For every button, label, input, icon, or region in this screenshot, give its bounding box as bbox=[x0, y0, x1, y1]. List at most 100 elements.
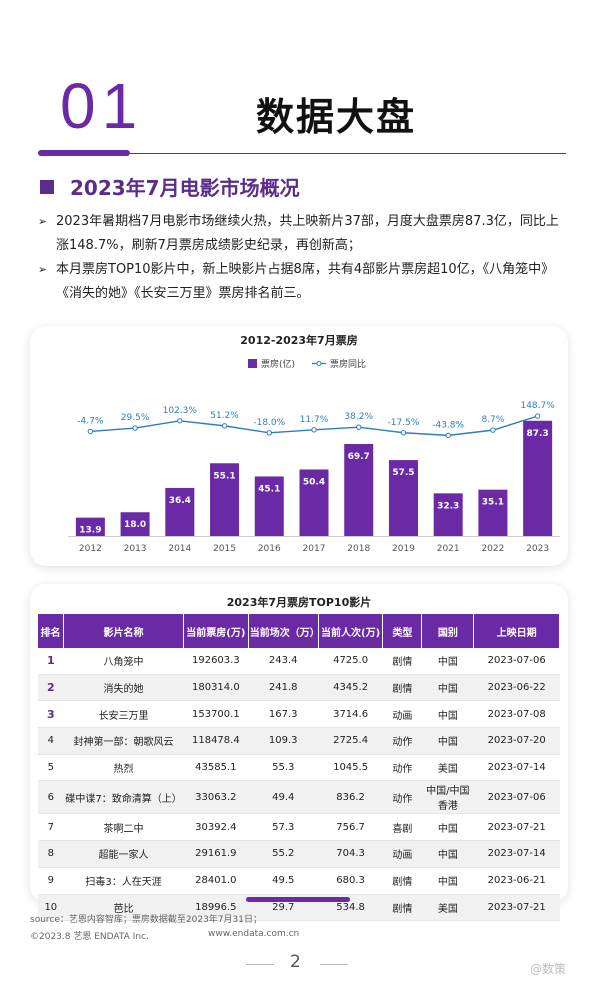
rank-cell: 10 bbox=[38, 894, 64, 922]
box-office-chart: 票房(亿) 票房同比 13.9 18.0 36.4 55.1 45.1 50.4 69.7 5… bbox=[68, 358, 560, 554]
country-cell: 中国/中国香港 bbox=[421, 780, 474, 815]
gross-cell: 192603.3 bbox=[183, 648, 249, 675]
yoy-point bbox=[87, 428, 94, 435]
section-title: 数据大盘 bbox=[256, 95, 417, 139]
bar-value-label: 13.9 bbox=[79, 526, 101, 536]
yoy-value-label: 8.7% bbox=[481, 415, 504, 425]
screenings-cell: 167.3 bbox=[248, 700, 319, 729]
release-date-cell: 2023-07-14 bbox=[473, 840, 560, 868]
chart-title: 2012-2023年7月票房 bbox=[240, 334, 358, 347]
bar-value-label: 18.0 bbox=[124, 520, 146, 530]
yoy-point bbox=[356, 424, 362, 430]
rank-cell: 6 bbox=[38, 780, 64, 815]
screenings-cell: 49.4 bbox=[248, 780, 319, 815]
screenings-cell: 243.4 bbox=[248, 648, 319, 675]
x-tick-label: 2018 bbox=[347, 544, 370, 554]
release-date-cell: 2023-07-21 bbox=[473, 894, 560, 922]
yoy-point bbox=[534, 413, 541, 419]
genre-cell: 喜剧 bbox=[382, 813, 422, 842]
bar bbox=[478, 489, 508, 536]
chart-legend: 票房(亿) 票房同比 bbox=[248, 358, 366, 370]
country-cell: 中国 bbox=[421, 867, 474, 895]
yoy-point bbox=[177, 418, 183, 424]
square-bullet-icon bbox=[40, 180, 54, 194]
bar-value-label: 35.1 bbox=[482, 498, 504, 508]
country-cell: 中国 bbox=[421, 813, 474, 842]
bar bbox=[433, 493, 463, 536]
col-header-country: 国别 bbox=[421, 614, 475, 648]
genre-cell: 剧情 bbox=[382, 867, 422, 895]
x-tick-label: 2017 bbox=[303, 544, 326, 554]
screenings-cell: 55.2 bbox=[248, 840, 319, 868]
table-row: 1 八角笼中 192603.3 243.4 4725.0 剧情 中国 2023-07-06 bbox=[38, 648, 560, 675]
bullet-line: 本月票房TOP10影片中，新上映影片占据8席，共有4部影片票房超10亿，《八角笼… bbox=[56, 262, 555, 277]
table-row: 10 芭比 18996.5 29.7 534.8 剧情 美国 2023-07-21 bbox=[38, 894, 560, 922]
scroll-indicator[interactable] bbox=[246, 897, 350, 902]
bar bbox=[254, 476, 284, 536]
admissions-cell: 3714.6 bbox=[318, 700, 383, 729]
release-date-cell: 2023-06-22 bbox=[473, 674, 560, 702]
genre-cell: 动画 bbox=[382, 840, 422, 868]
table-header-row: 排名 影片名称 当前票房(万) 当前场次（万） 当前人次(万) 类型 国别 上映… bbox=[38, 614, 560, 648]
bar bbox=[344, 443, 374, 536]
watermark: @数策 bbox=[530, 962, 567, 976]
title-cell: 碟中谍7：致命清算（上） bbox=[63, 780, 184, 815]
country-cell: 美国 bbox=[421, 894, 474, 922]
table-row: 3 长安三万里 153700.1 167.3 3714.6 动画 中国 2023-07-08 bbox=[38, 700, 560, 729]
rank-cell: 5 bbox=[38, 754, 64, 782]
release-date-cell: 2023-07-20 bbox=[473, 727, 560, 755]
bar-value-label: 55.1 bbox=[213, 471, 235, 481]
screenings-cell: 109.3 bbox=[248, 727, 319, 755]
admissions-cell: 2725.4 bbox=[318, 727, 383, 755]
gross-cell: 30392.4 bbox=[183, 813, 249, 842]
bar bbox=[165, 487, 195, 536]
gross-cell: 33063.2 bbox=[183, 780, 249, 815]
box-office-chart-card: 2012-2023年7月票房 票房(亿) 票房同比 13.9 18.0 36.4 55… bbox=[30, 326, 568, 566]
yoy-point bbox=[400, 430, 407, 436]
col-header-genre: 类型 bbox=[382, 614, 423, 648]
col-header-admissions: 当前人次(万) bbox=[318, 614, 384, 648]
release-date-cell: 2023-07-14 bbox=[473, 754, 560, 782]
top10-table-card: 2023年7月票房TOP10影片 排名 影片名称 当前票房(万) 当前场次（万）… bbox=[30, 584, 568, 922]
title-cell: 芭比 bbox=[63, 894, 184, 922]
country-cell: 中国 bbox=[421, 674, 474, 702]
x-tick-label: 2012 bbox=[79, 544, 102, 554]
table-row: 5 热烈 43585.1 55.3 1045.5 动作 美国 2023-07-14 bbox=[38, 754, 560, 782]
bar bbox=[299, 469, 329, 536]
legend-bar-swatch bbox=[248, 359, 257, 368]
gross-cell: 28401.0 bbox=[183, 867, 249, 895]
yoy-point bbox=[311, 427, 317, 433]
table-title: 2023年7月票房TOP10影片 bbox=[226, 596, 372, 609]
bullet-line: 《消失的她》《长安三万里》票房排名前三。 bbox=[56, 286, 310, 301]
page-number-rule-left bbox=[246, 964, 274, 965]
page-number-rule-right bbox=[320, 964, 348, 965]
yoy-value-label: 11.7% bbox=[300, 415, 329, 425]
top10-table: 排名 影片名称 当前票房(万) 当前场次（万） 当前人次(万) 类型 国别 上映… bbox=[38, 614, 560, 922]
yoy-value-label: -4.7% bbox=[77, 416, 104, 426]
rank-cell: 3 bbox=[38, 700, 64, 729]
rank-cell: 8 bbox=[38, 840, 64, 868]
admissions-cell: 534.8 bbox=[318, 894, 383, 922]
gross-cell: 153700.1 bbox=[183, 700, 249, 729]
release-date-cell: 2023-07-08 bbox=[473, 700, 560, 729]
genre-cell: 动作 bbox=[382, 727, 422, 755]
yoy-value-label: -17.5% bbox=[388, 418, 420, 428]
bar-value-label: 36.4 bbox=[169, 496, 191, 506]
yoy-value-label: 148.7% bbox=[520, 401, 555, 411]
genre-cell: 动作 bbox=[382, 780, 422, 815]
legend-line-marker bbox=[316, 361, 322, 366]
source-note: source：艺恩内容智库；票房数据截至2023年7月31日； bbox=[30, 915, 262, 925]
admissions-cell: 4345.2 bbox=[318, 674, 383, 702]
yoy-value-label: -18.0% bbox=[253, 418, 285, 428]
title-underline-accent bbox=[38, 150, 130, 156]
arrow-bullet-icon: ➢ bbox=[38, 263, 48, 276]
admissions-cell: 836.2 bbox=[318, 780, 383, 815]
table-row: 9 扫毒3：人在天涯 28401.0 49.5 680.3 剧情 中国 2023-06-21 bbox=[38, 867, 560, 895]
bullet-line: 涨148.7%，刷新7月票房成绩影史纪录，再创新高； bbox=[56, 238, 361, 253]
website-link[interactable]: www.endata.com.cn bbox=[208, 929, 300, 939]
subheading: 2023年7月电影市场概况 bbox=[70, 176, 300, 200]
admissions-cell: 704.3 bbox=[318, 840, 383, 868]
genre-cell: 动作 bbox=[382, 754, 422, 782]
gross-cell: 29161.9 bbox=[183, 840, 249, 868]
yoy-point bbox=[445, 432, 451, 439]
